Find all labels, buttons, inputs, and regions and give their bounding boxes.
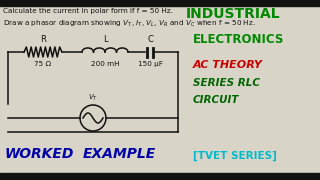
Bar xyxy=(0,173,320,180)
Text: Calculate the current in polar form if f = 50 Hz.: Calculate the current in polar form if f… xyxy=(3,8,173,14)
Text: 75 Ω: 75 Ω xyxy=(35,61,52,67)
Text: C: C xyxy=(147,35,153,44)
Text: INDUSTRIAL: INDUSTRIAL xyxy=(186,7,281,21)
Text: $V_T$: $V_T$ xyxy=(88,93,98,103)
Text: CIRCUIT: CIRCUIT xyxy=(193,95,239,105)
Text: 150 μF: 150 μF xyxy=(138,61,163,67)
Text: R: R xyxy=(40,35,46,44)
Bar xyxy=(0,0,320,6)
Text: ELECTRONICS: ELECTRONICS xyxy=(193,33,284,46)
Text: AC THEORY: AC THEORY xyxy=(193,60,263,70)
Text: [TVET SERIES]: [TVET SERIES] xyxy=(193,151,277,161)
Text: Draw a phasor diagram showing $V_T$, $I_T$, $V_L$, $V_R$ and $V_C$ when f = 50 H: Draw a phasor diagram showing $V_T$, $I_… xyxy=(3,19,256,29)
Text: SERIES RLC: SERIES RLC xyxy=(193,78,260,88)
Text: EXAMPLE: EXAMPLE xyxy=(83,147,156,161)
Text: WORKED: WORKED xyxy=(5,147,74,161)
Text: L: L xyxy=(103,35,107,44)
Text: 200 mH: 200 mH xyxy=(91,61,119,67)
